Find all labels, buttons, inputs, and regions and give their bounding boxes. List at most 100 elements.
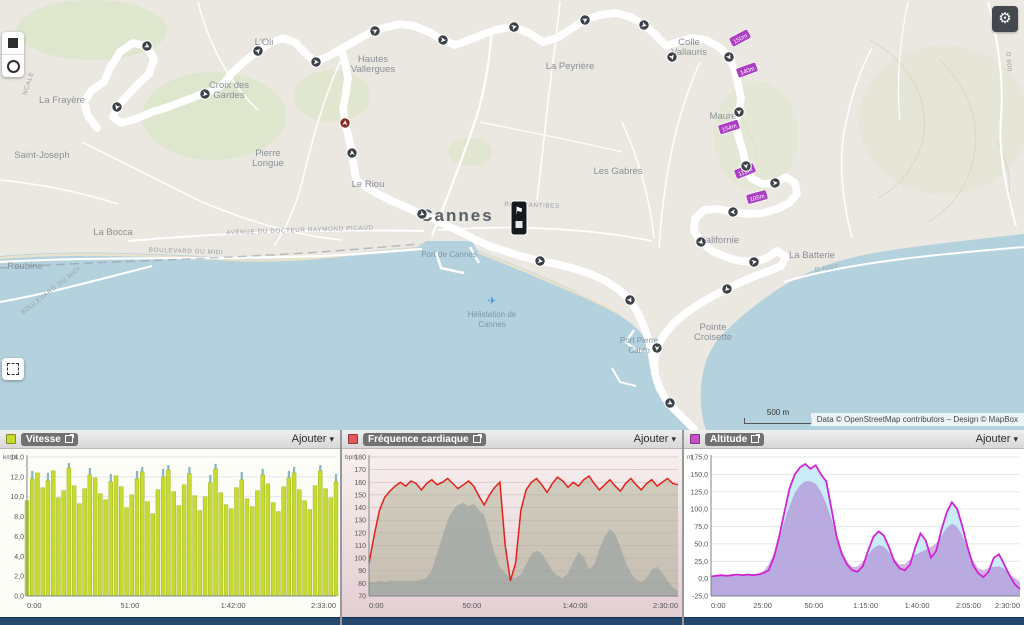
panel-title-pill[interactable]: Fréquence cardiaque — [363, 432, 486, 446]
layers-button[interactable] — [2, 32, 24, 54]
route-direction-marker[interactable] — [578, 13, 592, 27]
svg-text:170: 170 — [354, 467, 366, 474]
route-direction-marker[interactable] — [727, 206, 739, 218]
popout-icon — [472, 434, 482, 443]
add-label: Ajouter — [975, 433, 1011, 445]
add-series-dropdown[interactable]: Ajouter ▾ — [292, 433, 334, 445]
map-jetties — [434, 246, 649, 387]
place-label: Port de Cannes — [421, 250, 477, 259]
chart-panels: Vitesse Ajouter ▾ 14,0 12,0 10,0 8,0 6,0 4,0 2… — [0, 430, 1024, 625]
route-direction-marker[interactable] — [694, 235, 709, 250]
svg-text:m: m — [687, 454, 692, 461]
route-direction-marker[interactable] — [651, 342, 663, 354]
svg-text:0:00: 0:00 — [369, 601, 384, 610]
route-direction-marker[interactable] — [368, 24, 382, 38]
chart-scrollbar[interactable] — [0, 617, 340, 625]
heliport-icon: ✈ — [488, 296, 496, 307]
finish-icon — [515, 221, 523, 228]
route-direction-marker[interactable] — [733, 106, 745, 118]
map-roads — [0, 1, 1024, 303]
route-direction-marker[interactable] — [415, 207, 429, 221]
route-direction-marker[interactable] — [346, 147, 358, 159]
svg-text:140: 140 — [354, 505, 366, 512]
popout-icon — [751, 434, 761, 443]
route-direction-marker[interactable] — [339, 117, 351, 129]
route-direction-marker[interactable] — [534, 255, 546, 267]
scale-line — [744, 418, 812, 424]
place-labels: La Frayère Saint-Joseph La Bocca Roubine Pie… — [7, 37, 835, 355]
route-direction-marker[interactable] — [199, 88, 211, 100]
route-direction-marker[interactable] — [251, 44, 266, 59]
route-direction-marker[interactable] — [637, 18, 650, 31]
place-label: L'Oli — [255, 37, 274, 48]
route-direction-marker[interactable] — [663, 396, 677, 410]
place-label: Colle Vallauris — [671, 37, 707, 58]
svg-text:110: 110 — [355, 543, 366, 550]
speed-chart[interactable]: 14,0 12,0 10,0 8,0 6,0 4,0 2,0 0,0 km/h 0:00 51:00… — [0, 449, 340, 617]
svg-text:75,0: 75,0 — [694, 524, 708, 531]
place-label: La Batterie — [789, 250, 835, 261]
add-label: Ajouter — [633, 433, 669, 445]
map-canvas: AVENUE DU DOCTEUR RAYMOND PICAUDBOULEVAR… — [0, 0, 1024, 430]
locate-button[interactable] — [2, 54, 24, 77]
series-color-chip — [6, 434, 16, 444]
altitude-chart[interactable]: 175,0 150,0 125,0 100,0 75,0 50,0 25,0 0,0 -25,0… — [684, 449, 1024, 617]
svg-text:50:00: 50:00 — [463, 601, 482, 610]
route-direction-marker[interactable] — [665, 50, 678, 63]
place-label: Pierre Longue — [252, 148, 284, 169]
svg-text:-25,0: -25,0 — [692, 594, 708, 601]
svg-text:1:15:00: 1:15:00 — [853, 601, 878, 610]
route-line — [80, 9, 801, 430]
svg-text:km/h: km/h — [3, 454, 17, 461]
route-direction-marker[interactable] — [740, 160, 752, 172]
route-direction-marker[interactable] — [508, 21, 521, 34]
route-markers — [110, 13, 781, 410]
scale-label: 500 m — [766, 408, 790, 417]
start-finish-marker[interactable]: ⚑ — [510, 200, 528, 236]
panel-title: Fréquence cardiaque — [368, 433, 469, 445]
svg-text:1:42:00: 1:42:00 — [221, 601, 246, 610]
svg-text:90: 90 — [358, 568, 366, 575]
route-direction-marker[interactable] — [140, 39, 154, 53]
layers-icon — [8, 38, 18, 48]
panel-title-pill[interactable]: Vitesse — [21, 432, 78, 446]
svg-text:50,0: 50,0 — [694, 541, 708, 548]
svg-text:130: 130 — [354, 518, 366, 525]
route-direction-marker[interactable] — [623, 293, 637, 307]
route-map[interactable]: AVENUE DU DOCTEUR RAYMOND PICAUD BOULEVAR… — [0, 0, 1024, 430]
panel-header: Altitude Ajouter ▾ — [684, 430, 1024, 449]
route-direction-marker[interactable] — [722, 50, 736, 64]
add-series-dropdown[interactable]: Ajouter ▾ — [634, 433, 676, 445]
fullscreen-button[interactable] — [2, 358, 24, 380]
chevron-down-icon: ▾ — [329, 433, 334, 444]
svg-text:0:00: 0:00 — [711, 601, 726, 610]
settings-button[interactable]: ⚙ — [992, 6, 1018, 32]
panel-title-pill[interactable]: Altitude — [705, 432, 765, 446]
series-color-chip — [348, 434, 358, 444]
heart-rate-chart[interactable]: 180 170 160 150 140 130 120 110 100 90 80 70 bpm 0:00… — [342, 449, 682, 617]
svg-text:100: 100 — [354, 556, 366, 563]
svg-text:154m: 154m — [721, 123, 737, 133]
route-direction-marker[interactable] — [110, 100, 123, 113]
route-direction-marker[interactable] — [720, 282, 735, 297]
route-direction-marker[interactable] — [769, 177, 781, 189]
chevron-down-icon: ▾ — [671, 433, 676, 444]
map-contours — [741, 39, 1010, 223]
route-direction-marker[interactable] — [437, 34, 449, 46]
route-direction-marker[interactable] — [310, 56, 322, 68]
place-label: La Frayère — [39, 95, 85, 106]
place-label: La Peyrière — [546, 61, 595, 72]
svg-text:150: 150 — [354, 492, 366, 499]
svg-text:100,0: 100,0 — [690, 507, 708, 514]
place-label: Pointe Croisette — [694, 322, 732, 343]
svg-text:115m: 115m — [738, 167, 754, 178]
railway-line — [0, 243, 421, 269]
route-direction-marker[interactable] — [748, 256, 760, 268]
chart-scrollbar[interactable] — [342, 617, 682, 625]
svg-text:140m: 140m — [739, 66, 755, 77]
chart-scrollbar[interactable] — [684, 617, 1024, 625]
map-control-stack — [2, 32, 24, 77]
svg-text:8,0: 8,0 — [14, 514, 24, 521]
add-series-dropdown[interactable]: Ajouter ▾ — [976, 433, 1018, 445]
svg-text:120: 120 — [354, 530, 366, 537]
